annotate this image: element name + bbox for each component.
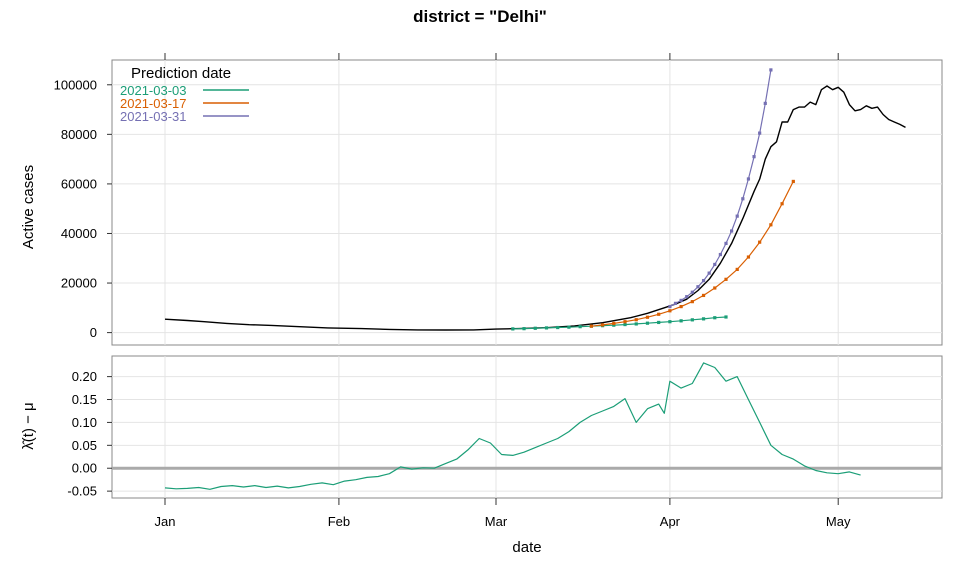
top-y-tick-label-1: 20000: [61, 276, 97, 291]
point-2021-03-17-10: [701, 293, 706, 298]
point-2021-03-31-0: [668, 304, 672, 309]
bottom-panel-frame: [111, 355, 943, 499]
point-2021-03-31-9: [718, 252, 722, 257]
point-2021-03-03-0: [511, 327, 515, 331]
bottom-y-tick-label-3: 0.10: [72, 415, 97, 430]
point-2021-03-03-6: [578, 325, 582, 329]
top-y-tick-label-2: 40000: [61, 226, 97, 241]
point-2021-03-17-2: [612, 321, 616, 326]
point-2021-03-17-1: [600, 323, 605, 327]
bottom-y-tick-label-0: -0.05: [67, 484, 97, 499]
point-2021-03-31-18: [769, 68, 773, 72]
point-2021-03-03-4: [556, 325, 560, 330]
point-2021-03-17-14: [746, 255, 751, 259]
point-2021-03-31-14: [746, 177, 751, 181]
point-2021-03-31-5: [696, 285, 700, 289]
point-2021-03-17-11: [713, 286, 717, 290]
point-2021-03-17-18: [791, 179, 795, 184]
x-axis: Jan Feb Mar Apr May: [155, 53, 851, 529]
point-2021-03-17-8: [679, 304, 683, 309]
top-y-tick-label-5: 100000: [54, 77, 97, 92]
x-tick-label-0: Jan: [155, 514, 176, 529]
point-2021-03-03-15: [679, 319, 683, 323]
bottom-y-axis-label: λ̂(t) − μ: [20, 402, 37, 449]
point-2021-03-31-1: [673, 301, 678, 305]
bottom-panel-series: [164, 362, 861, 490]
bottom-panel-grid: [112, 356, 942, 498]
point-2021-03-17-4: [634, 318, 638, 322]
point-2021-03-17-12: [724, 277, 728, 281]
legend-label-2021-03-03: 2021-03-03: [120, 83, 187, 98]
top-y-tick-label-4: 80000: [61, 127, 97, 142]
point-2021-03-31-16: [758, 131, 762, 135]
top-y-axis-label: Active cases: [20, 165, 37, 249]
point-2021-03-17-9: [690, 300, 694, 304]
point-2021-03-03-10: [623, 322, 627, 327]
point-2021-03-03-17: [701, 317, 706, 321]
x-tick-label-2: Mar: [485, 514, 508, 529]
bottom-y-tick-label-1: 0.00: [72, 461, 97, 476]
point-2021-03-31-8: [713, 262, 717, 267]
point-2021-03-31-10: [724, 241, 728, 245]
point-2021-03-03-18: [713, 316, 717, 320]
x-tick-label-3: Apr: [660, 514, 681, 529]
point-2021-03-03-11: [634, 322, 638, 326]
top-y-tick-label-0: 0: [90, 325, 97, 340]
point-2021-03-17-0: [589, 324, 593, 328]
top-y-axis: 0 20000 40000 60000 80000 100000: [54, 77, 112, 340]
point-2021-03-31-17: [763, 101, 767, 105]
point-2021-03-17-13: [735, 267, 739, 272]
x-axis-label: date: [512, 539, 541, 556]
point-2021-03-17-15: [758, 240, 762, 244]
point-2021-03-31-15: [752, 155, 756, 159]
top-panel-grid: [112, 60, 942, 345]
lambda-series-line: [164, 362, 861, 490]
top-panel-series: [164, 68, 906, 331]
chart-title: district = "Delhi": [413, 7, 547, 26]
top-y-tick-label-3: 60000: [61, 176, 97, 191]
point-2021-03-31-13: [741, 197, 745, 201]
point-2021-03-03-12: [645, 321, 650, 325]
point-2021-03-03-13: [657, 320, 661, 325]
point-2021-03-03-2: [533, 326, 537, 330]
point-2021-03-17-16: [769, 223, 773, 227]
point-2021-03-31-7: [707, 271, 711, 275]
point-2021-03-31-4: [690, 290, 694, 294]
legend-title: Prediction date: [131, 65, 231, 82]
point-2021-03-17-5: [645, 315, 650, 319]
bottom-y-tick-label-5: 0.20: [72, 369, 97, 384]
point-2021-03-03-3: [544, 326, 549, 330]
x-tick-label-1: Feb: [328, 514, 350, 529]
bottom-y-tick-label-4: 0.15: [72, 392, 97, 407]
active-cases-panel: 0 20000 40000 60000 80000 100000 Active cases…: [20, 59, 943, 346]
point-2021-03-31-3: [685, 295, 689, 299]
point-2021-03-17-6: [657, 312, 661, 316]
legend-label-2021-03-17: 2021-03-17: [120, 96, 187, 111]
point-2021-03-17-7: [668, 309, 672, 313]
point-2021-03-03-1: [522, 327, 526, 331]
point-2021-03-17-17: [780, 202, 784, 206]
bottom-y-axis: -0.05 0.00 0.05 0.10 0.15 0.20: [67, 369, 112, 499]
point-2021-03-31-11: [730, 229, 734, 233]
point-2021-03-03-5: [567, 325, 571, 329]
series-line-observed: [164, 85, 906, 331]
bottom-y-tick-label-2: 0.05: [72, 438, 97, 453]
point-2021-03-03-19: [724, 315, 728, 319]
point-2021-03-31-6: [701, 278, 706, 283]
lambda-panel: -0.05 0.00 0.05 0.10 0.15 0.20 λ̂(t) − μ: [20, 355, 943, 499]
series-line-2021-03-03: [512, 316, 727, 330]
x-tick-label-4: May: [826, 514, 851, 529]
legend-label-2021-03-31: 2021-03-31: [120, 109, 187, 124]
point-2021-03-03-9: [612, 323, 616, 327]
legend: Prediction date 2021-03-03 2021-03-17 20…: [120, 65, 249, 124]
point-2021-03-03-14: [668, 320, 672, 324]
point-2021-03-17-3: [623, 320, 627, 324]
point-2021-03-31-2: [679, 298, 683, 302]
point-2021-03-31-12: [735, 214, 739, 218]
point-2021-03-03-16: [690, 318, 694, 322]
